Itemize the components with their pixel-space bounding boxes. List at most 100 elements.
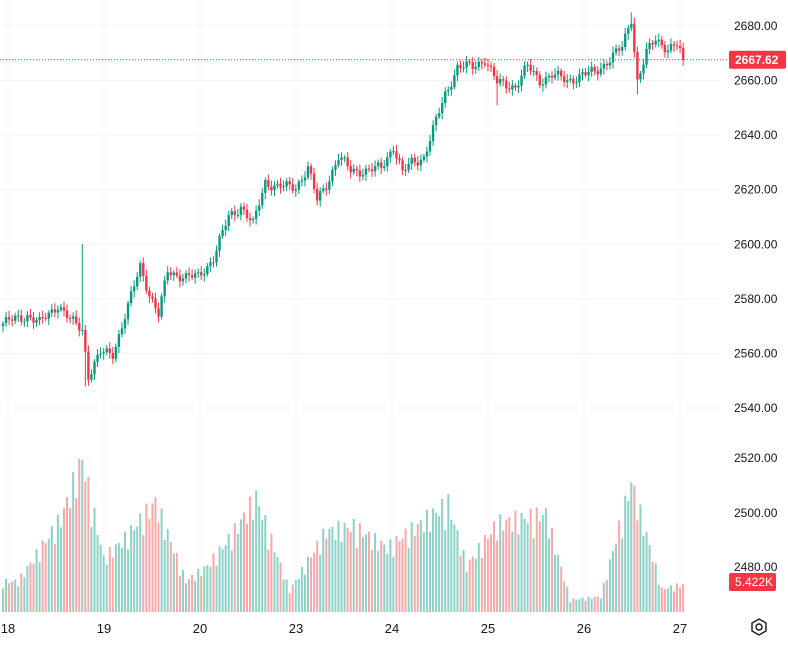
volume-bar bbox=[261, 520, 264, 612]
candle-up bbox=[441, 103, 444, 114]
candle-up bbox=[172, 272, 175, 276]
volume-bar bbox=[608, 559, 611, 612]
time-tick-label: 26 bbox=[577, 621, 591, 636]
candle-up bbox=[81, 329, 84, 331]
volume-bar bbox=[575, 599, 578, 612]
volume-bar bbox=[679, 587, 682, 612]
candle-down bbox=[75, 316, 78, 323]
candle-up bbox=[639, 73, 642, 80]
candle-up bbox=[422, 156, 426, 160]
volume-bar bbox=[612, 551, 614, 612]
candle-up bbox=[120, 328, 124, 335]
volume-bar bbox=[35, 549, 38, 612]
candle-down bbox=[529, 64, 532, 72]
volume-bar bbox=[627, 500, 630, 612]
volume-bar bbox=[206, 565, 209, 612]
volume-bar bbox=[11, 581, 14, 612]
candle-up bbox=[392, 151, 395, 153]
settings-icon bbox=[751, 618, 767, 636]
candle-down bbox=[367, 168, 371, 170]
candle-up bbox=[434, 116, 438, 126]
volume-bar bbox=[544, 508, 547, 612]
price-tick-label: 2580.00 bbox=[734, 292, 778, 306]
candle-down bbox=[10, 319, 14, 321]
candle-up bbox=[160, 296, 163, 317]
candle-up bbox=[444, 91, 447, 104]
time-axis[interactable]: 18 19 20 23 24 25 26 27 bbox=[1, 621, 687, 636]
candle-down bbox=[312, 173, 316, 189]
price-tick-label: 2540.00 bbox=[734, 401, 778, 415]
candle-up bbox=[511, 85, 514, 90]
volume-bar bbox=[410, 522, 413, 612]
chart-settings-button[interactable] bbox=[748, 616, 770, 638]
volume-bar bbox=[383, 544, 386, 612]
volume-bar bbox=[480, 557, 483, 612]
volume-bar bbox=[547, 538, 550, 612]
volume-bar bbox=[282, 579, 285, 612]
volume-bar bbox=[557, 554, 560, 612]
candle-up bbox=[105, 348, 108, 353]
candle-down bbox=[279, 183, 282, 188]
volume-bar bbox=[401, 538, 404, 612]
candle-down bbox=[245, 209, 249, 219]
candle-down bbox=[7, 317, 11, 320]
candle-up bbox=[132, 286, 136, 292]
volume-bar bbox=[63, 508, 65, 612]
candle-up bbox=[523, 65, 526, 76]
volume-bar bbox=[398, 541, 401, 612]
volume-bar bbox=[349, 531, 352, 612]
volume-bar bbox=[520, 513, 523, 612]
candle-up bbox=[56, 309, 60, 313]
candle-up bbox=[206, 265, 209, 275]
candle-up bbox=[477, 61, 480, 68]
candle-down bbox=[596, 71, 599, 75]
candle-up bbox=[581, 72, 584, 75]
time-tick-label: 25 bbox=[481, 621, 495, 636]
candle-down bbox=[663, 44, 667, 53]
candle-up bbox=[230, 211, 233, 216]
candle-up bbox=[627, 28, 630, 34]
candle-up bbox=[645, 48, 648, 65]
candle-up bbox=[556, 70, 560, 75]
candle-up bbox=[258, 205, 261, 211]
candle-up bbox=[163, 280, 166, 297]
volume-bar bbox=[239, 519, 242, 612]
volume-bar bbox=[355, 547, 358, 612]
volume-bar bbox=[621, 538, 624, 612]
volume-bar bbox=[673, 591, 675, 612]
candle-down bbox=[370, 169, 374, 172]
volume-bar bbox=[517, 534, 520, 612]
volume-bar bbox=[636, 520, 639, 612]
candle-down bbox=[514, 85, 517, 88]
candle-up bbox=[285, 181, 288, 187]
volume-bar bbox=[508, 517, 511, 612]
candle-up bbox=[620, 47, 624, 51]
candle-down bbox=[593, 67, 596, 72]
candle-down bbox=[660, 39, 663, 45]
candle-up bbox=[136, 276, 139, 287]
candle-down bbox=[416, 162, 419, 166]
candle-down bbox=[468, 61, 471, 63]
price-axis[interactable]: 2540.00 2560.00 2580.00 2600.00 2620.00 2640.… bbox=[734, 19, 778, 574]
candle-up bbox=[90, 374, 93, 380]
candle-up bbox=[541, 84, 545, 86]
volume-bar bbox=[450, 519, 453, 612]
candle-up bbox=[437, 113, 441, 117]
volume-bar bbox=[526, 523, 529, 612]
candle-up bbox=[126, 303, 130, 320]
volume-bar bbox=[87, 476, 90, 612]
volume-bar bbox=[593, 597, 596, 612]
candle-up bbox=[532, 71, 535, 73]
candle-down bbox=[401, 160, 404, 170]
volume-bar bbox=[14, 579, 17, 612]
candle-up bbox=[587, 71, 590, 76]
volume-bar bbox=[352, 518, 355, 612]
candle-up bbox=[657, 39, 660, 41]
volume-bar bbox=[69, 508, 72, 612]
candle-up bbox=[602, 63, 606, 69]
candle-up bbox=[447, 89, 450, 92]
volume-bar bbox=[139, 513, 142, 612]
volume-bar bbox=[151, 503, 154, 612]
